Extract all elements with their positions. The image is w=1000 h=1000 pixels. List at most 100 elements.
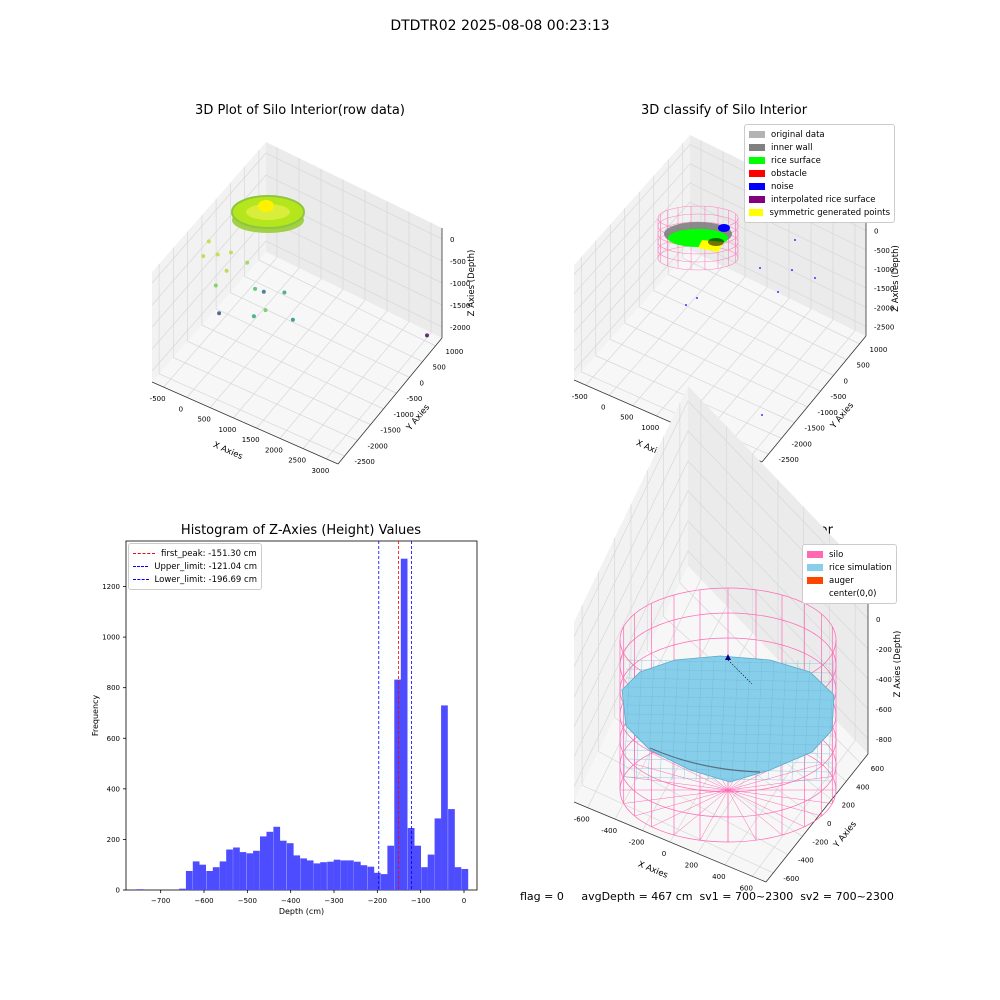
p1-xtick-label: 0 bbox=[179, 405, 183, 413]
p2-xtick-label: 1500 bbox=[665, 434, 683, 442]
panel2-title: 3D classify of Silo Interior bbox=[640, 103, 808, 118]
p2-xtick-label: 500 bbox=[620, 414, 633, 422]
p4-zaxis-label: Z Axies (Depth) bbox=[893, 631, 903, 698]
p2-noise-point bbox=[791, 269, 793, 271]
p4-mesh-line bbox=[635, 659, 643, 781]
legend-item: noise bbox=[749, 180, 890, 193]
p2-noise-point bbox=[761, 414, 763, 416]
legend-line-swatch bbox=[133, 553, 155, 554]
p4-silo-floor-spoke bbox=[727, 763, 822, 791]
p2-rice-surface bbox=[668, 229, 728, 247]
p4-mesh-line bbox=[625, 713, 833, 719]
p4-mesh-line bbox=[625, 749, 833, 755]
legend-item: silo bbox=[807, 548, 892, 561]
p4-silo-floor-spoke bbox=[699, 789, 729, 841]
p1-xtick-label: 1500 bbox=[242, 436, 260, 444]
p4-rice-surface bbox=[621, 655, 835, 783]
p4-mesh-line bbox=[719, 659, 727, 781]
p3-ytick-label: 800 bbox=[107, 684, 120, 692]
p1-xgrid bbox=[302, 321, 410, 449]
p1-ytick-label: 1000 bbox=[446, 348, 464, 356]
status-footer: flag = 0 avgDepth = 467 cm sv1 = 700~230… bbox=[520, 890, 894, 903]
p1-ytick-label: 0 bbox=[420, 379, 424, 387]
p2-xgrid bbox=[655, 287, 768, 417]
p1-xgrid bbox=[163, 257, 278, 388]
legend-swatch bbox=[749, 170, 765, 177]
p3-histogram-bar bbox=[293, 855, 301, 890]
p4-silo-ring bbox=[619, 637, 837, 743]
p2-xaxis-line bbox=[573, 379, 763, 463]
p2-ytick-label: -500 bbox=[831, 393, 847, 401]
p2-silo-ring bbox=[657, 213, 739, 239]
p1-data-point bbox=[217, 311, 222, 316]
p4-silo-floor-spoke bbox=[727, 789, 783, 836]
legend-item: Upper_limit: -121.04 cm bbox=[133, 560, 257, 573]
p4-mesh-line bbox=[623, 659, 631, 781]
p3-yaxis-label: Frequency bbox=[91, 695, 100, 737]
legend-label: interpolated rice surface bbox=[771, 194, 876, 205]
p3-histogram-bar bbox=[354, 861, 361, 890]
legend-item: first_peak: -151.30 cm bbox=[133, 547, 257, 560]
p3-xtick-label: −500 bbox=[238, 897, 257, 905]
p1-xgrid bbox=[279, 310, 388, 439]
p2-ytick-label: 1000 bbox=[870, 346, 888, 354]
panel2-legend: original data inner wall rice surface obsta… bbox=[744, 124, 895, 223]
legend-swatch bbox=[807, 564, 823, 571]
p1-rice-peak bbox=[258, 200, 274, 212]
p3-ytick-label: 1000 bbox=[102, 634, 120, 642]
p3-histogram-bar bbox=[394, 679, 401, 890]
p3-histogram-bar bbox=[454, 867, 462, 890]
p4-silo-floor-spoke bbox=[727, 744, 783, 791]
p3-histogram-bar bbox=[219, 861, 227, 890]
p3-histogram-bar bbox=[340, 860, 348, 890]
p3-axes-frame bbox=[125, 540, 478, 891]
p4-mesh-line bbox=[791, 659, 799, 781]
p4-xgrid bbox=[724, 713, 830, 866]
p4-mesh-line bbox=[625, 767, 833, 773]
p4-mesh-line bbox=[625, 758, 833, 764]
p4-mesh-line bbox=[625, 686, 833, 692]
p2-noise-points bbox=[685, 239, 816, 416]
legend-swatch bbox=[807, 577, 823, 584]
p1-zgrid bbox=[151, 152, 443, 284]
p3-histogram-bar bbox=[179, 888, 186, 890]
p3-histogram-bar bbox=[347, 860, 354, 890]
p4-silo-ring bbox=[619, 712, 837, 818]
p1-ygrid bbox=[201, 324, 384, 410]
p1-rice-ring bbox=[231, 195, 305, 229]
p4-mesh-line bbox=[625, 776, 833, 782]
p2-ytick-label: -2500 bbox=[779, 456, 799, 464]
p3-histogram-bar bbox=[448, 809, 455, 890]
p3-histogram-bar bbox=[320, 862, 327, 890]
p1-data-point bbox=[224, 268, 229, 273]
p1-xtick-label: 500 bbox=[197, 416, 210, 424]
p4-ygrid bbox=[647, 650, 832, 800]
p4-xaxis-line bbox=[573, 801, 767, 883]
p2-ygrid bbox=[653, 290, 834, 376]
p1-zgrid bbox=[151, 174, 443, 306]
p4-silo-floor-spoke bbox=[623, 789, 729, 804]
p4-xtick-label: 0 bbox=[662, 850, 666, 858]
p1-xgrid bbox=[233, 289, 344, 419]
p2-xtick-label: 2000 bbox=[688, 444, 706, 452]
p3-histogram-bar bbox=[212, 867, 220, 890]
p4-mesh-line bbox=[731, 659, 739, 781]
p4-mesh-line bbox=[625, 659, 833, 665]
p3-histogram-bar bbox=[279, 840, 287, 890]
panel4-title: 3D simulation of Silo Interior bbox=[647, 523, 833, 538]
p2-inner-wall bbox=[664, 222, 732, 246]
legend-swatch bbox=[749, 131, 765, 138]
p3-ytick-label: 1200 bbox=[102, 583, 120, 591]
p3-histogram-bar bbox=[313, 863, 321, 890]
p1-ztick-label: -1500 bbox=[450, 302, 470, 310]
p3-histogram-bar bbox=[226, 849, 233, 890]
p2-noise-point bbox=[794, 239, 796, 241]
p3-xtick-label: −400 bbox=[281, 897, 300, 905]
p4-mesh-line bbox=[815, 659, 823, 781]
p3-histogram-bar bbox=[414, 845, 421, 890]
p4-xgrid bbox=[614, 606, 727, 820]
p2-ytick-label: -2000 bbox=[792, 440, 812, 448]
p1-data-point bbox=[206, 239, 211, 244]
p1-ztick-label: -2000 bbox=[450, 324, 470, 332]
p4-xgrid bbox=[642, 632, 753, 831]
